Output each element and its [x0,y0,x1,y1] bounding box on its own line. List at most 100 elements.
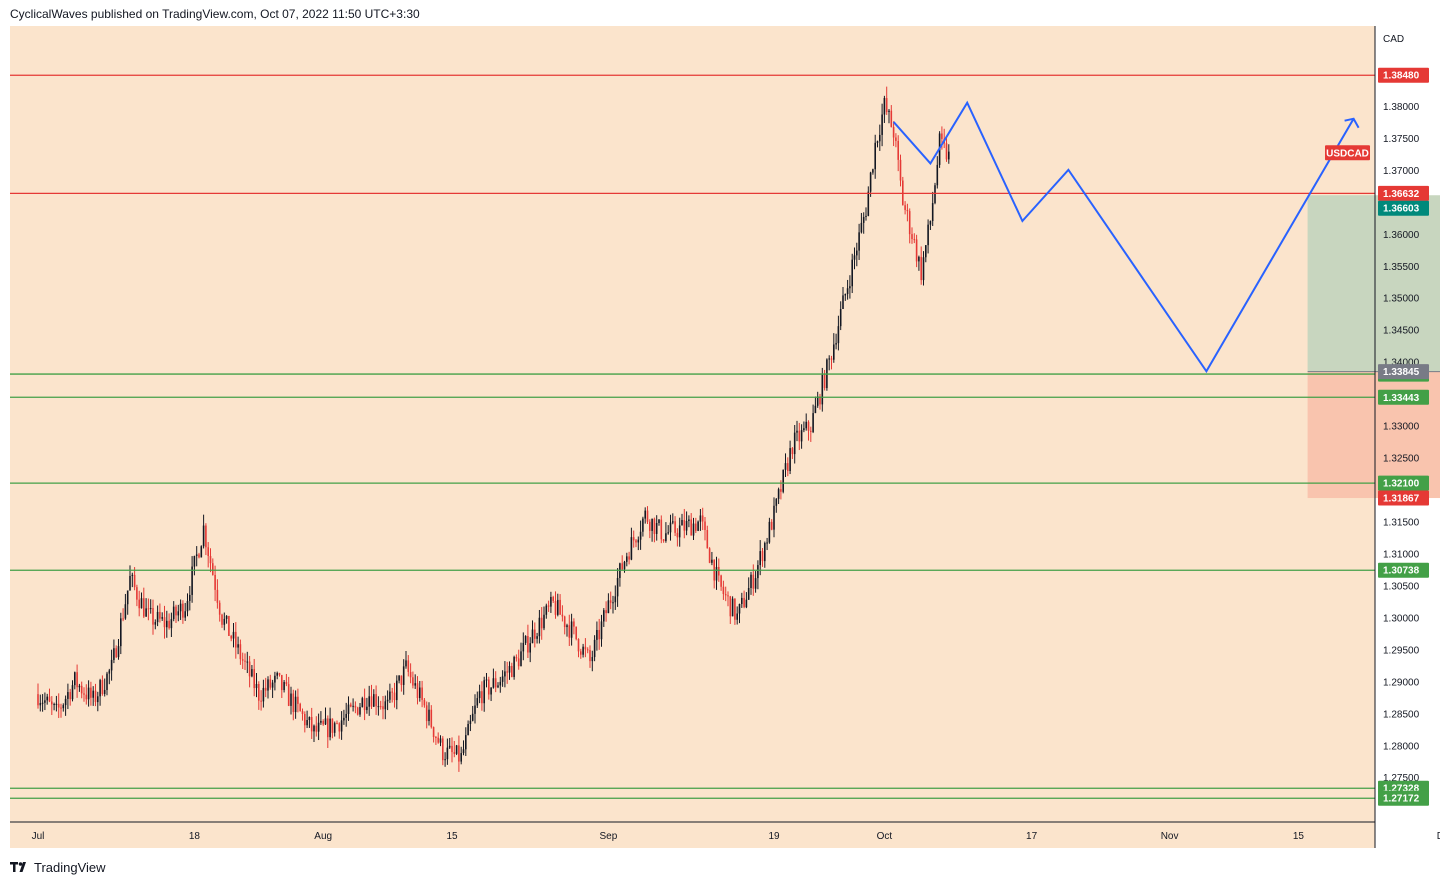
candle [53,702,55,711]
candle [764,541,766,568]
candle [869,171,872,197]
candle [750,571,752,595]
candle [393,682,396,708]
candle [642,516,644,537]
tradingview-logo-icon [10,861,30,873]
candle [527,624,529,658]
candle [929,220,932,230]
candle [193,555,196,576]
candle [580,648,582,659]
x-tick-label: 19 [768,831,780,842]
candle [246,651,249,674]
candle [115,645,117,659]
candle [64,695,67,716]
x-tick-label: 18 [189,831,201,842]
candle [644,507,646,524]
candle [285,673,288,687]
candle [55,695,58,712]
candle [724,586,727,602]
candle [258,681,260,710]
candle [674,516,676,537]
candle [920,246,922,285]
price-badge: 1.30738 [1378,562,1429,578]
candle [690,513,692,536]
candle [228,615,230,637]
x-tick-label: 17 [1026,831,1038,842]
candle [828,355,830,371]
candle [925,245,927,263]
candle [124,593,127,620]
candle [902,176,904,206]
candle [892,121,895,147]
candle [515,654,518,662]
horizontal-levels[interactable] [10,74,1375,799]
candle [731,596,734,617]
candle [789,440,791,475]
candle [669,514,672,541]
candle [701,507,704,531]
candle [62,703,65,712]
candle [626,552,628,567]
candle [237,636,239,655]
candle [182,600,184,624]
candle [92,686,94,706]
candle [759,540,761,576]
axes: CAD 1.38000 1.37500 1.37000 1.36000 1.35500 1.… [10,26,1440,848]
svg-text:1.36603: 1.36603 [1383,204,1420,215]
svg-text:1.27172: 1.27172 [1383,794,1420,805]
candle [294,690,297,719]
projection-path[interactable] [892,100,1360,374]
candle [110,649,113,681]
candle [131,572,134,588]
profit-zone[interactable] [1307,195,1440,372]
candle [48,688,51,703]
y-tick-label: 1.29000 [1383,677,1420,688]
candle [800,424,803,449]
candle [727,591,729,607]
candle [747,577,750,600]
candle [57,693,60,719]
candle [44,692,46,711]
candle [90,681,92,706]
candle [529,637,531,663]
price-badge: 1.36632 [1378,185,1429,201]
position-tool[interactable] [1307,195,1440,499]
candle [223,612,226,631]
candle [444,752,446,767]
candle [524,635,527,645]
candle [483,676,485,712]
candle [336,720,338,725]
candle [76,664,78,698]
candle [511,662,513,678]
candle [442,736,444,766]
candle [271,679,274,698]
candle [154,619,157,630]
candle [409,663,412,684]
y-tick-label: 1.35500 [1383,262,1420,273]
y-tick-label: 1.31500 [1383,518,1420,529]
candle [481,681,483,711]
y-tick-label: 1.35000 [1383,294,1420,305]
candle [858,223,860,260]
candle [879,124,881,151]
candle [453,740,456,758]
candle [278,672,281,677]
candle [126,590,129,615]
candle [352,698,354,712]
candle [639,520,642,550]
candle [432,726,435,743]
price-badge: 1.27172 [1378,790,1429,806]
candle [582,643,584,658]
candle [97,691,99,712]
candle [51,696,53,716]
candle [823,369,826,391]
candle [462,740,465,756]
candle [614,585,617,610]
footer: TradingView [10,858,106,876]
candle [754,571,757,593]
candle [471,705,474,722]
candle [322,719,324,726]
candle [94,683,97,707]
projection-line[interactable] [892,100,1355,374]
